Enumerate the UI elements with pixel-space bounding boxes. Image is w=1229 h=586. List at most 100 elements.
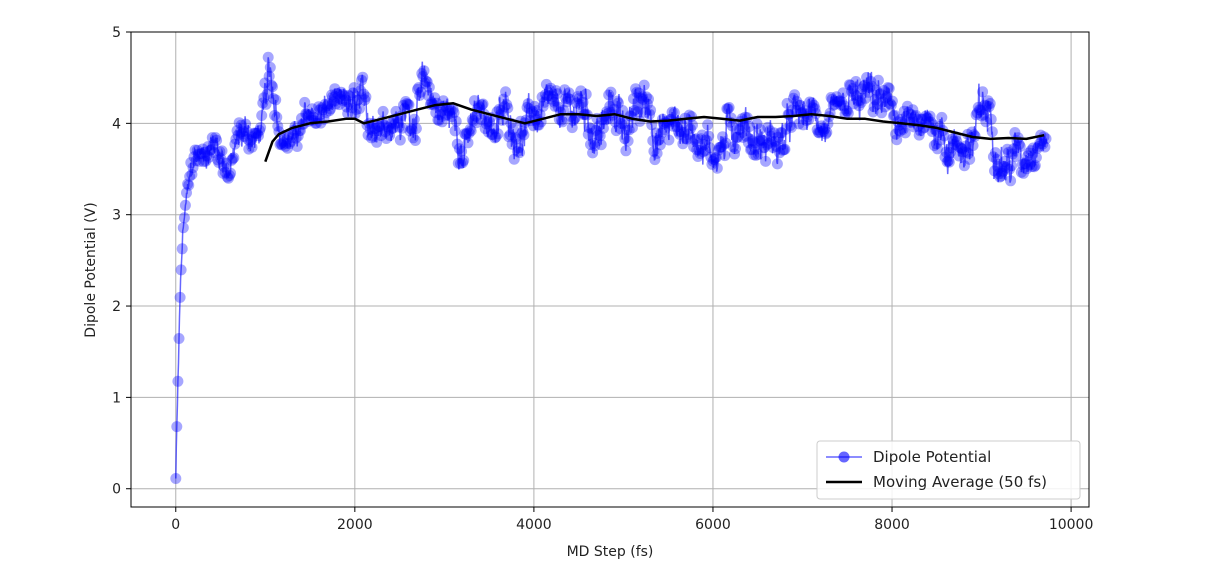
dipole-point bbox=[331, 87, 343, 99]
dipole-point bbox=[758, 142, 769, 154]
dipole-point bbox=[639, 106, 651, 118]
dipole-point bbox=[820, 128, 832, 140]
dipole-point bbox=[759, 142, 770, 153]
dipole-point bbox=[198, 156, 210, 168]
moving-average-line bbox=[264, 102, 1045, 163]
plot-frame bbox=[130, 31, 1090, 508]
dipole-point bbox=[1037, 138, 1049, 150]
dipole-point bbox=[300, 108, 312, 120]
dipole-point bbox=[849, 89, 861, 101]
dipole-point bbox=[593, 120, 605, 132]
dipole-point bbox=[504, 129, 516, 141]
y-tick-label: 1 bbox=[112, 390, 121, 406]
dipole-point bbox=[301, 108, 313, 120]
dipole-point bbox=[800, 115, 812, 126]
dipole-point bbox=[236, 128, 248, 140]
dipole-point bbox=[842, 107, 854, 119]
dipole-point bbox=[769, 135, 781, 147]
dipole-point bbox=[492, 128, 504, 140]
dipole-point bbox=[560, 93, 572, 105]
dipole-point bbox=[564, 93, 576, 105]
dipole-point bbox=[173, 333, 185, 344]
dipole-point bbox=[231, 125, 243, 137]
dipole-point bbox=[316, 102, 328, 114]
dipole-point bbox=[936, 111, 948, 123]
dipole-point bbox=[449, 125, 461, 137]
dipole-point bbox=[803, 114, 815, 126]
dipole-point bbox=[282, 142, 293, 154]
y-tick-label: 0 bbox=[112, 482, 121, 498]
dipole-point bbox=[629, 105, 640, 116]
dipole-point bbox=[903, 106, 914, 118]
dipole-point bbox=[451, 138, 463, 150]
dipole-point bbox=[580, 88, 592, 100]
dipole-point bbox=[400, 96, 412, 107]
dipole-point bbox=[342, 108, 354, 120]
dipole-point bbox=[255, 122, 267, 134]
dipole-point bbox=[840, 105, 852, 117]
dipole-point bbox=[875, 88, 887, 100]
dipole-point bbox=[471, 117, 483, 129]
dipole-point bbox=[760, 155, 772, 167]
dipole-point bbox=[216, 145, 228, 157]
dipole-point bbox=[386, 117, 398, 129]
dipole-point bbox=[253, 130, 264, 142]
dipole-point bbox=[392, 117, 404, 129]
dipole-point bbox=[975, 104, 986, 116]
dipole-point bbox=[932, 143, 943, 155]
dipole-point bbox=[583, 122, 595, 134]
dipole-point bbox=[514, 147, 526, 159]
dipole-point bbox=[499, 101, 510, 113]
dipole-point bbox=[997, 165, 1009, 177]
dipole-point bbox=[518, 129, 530, 141]
dipole-point bbox=[550, 85, 562, 97]
dipole-point bbox=[990, 147, 1001, 159]
dipole-point bbox=[1005, 175, 1017, 187]
dipole-point bbox=[506, 138, 518, 150]
dipole-point bbox=[320, 107, 332, 119]
dipole-point bbox=[549, 100, 561, 112]
dipole-point bbox=[935, 134, 947, 146]
dipole-point bbox=[199, 146, 211, 158]
dipole-point bbox=[401, 98, 413, 109]
dipole-point bbox=[982, 95, 994, 107]
dipole-point bbox=[1000, 162, 1012, 174]
dipole-point bbox=[444, 107, 456, 119]
dipole-point bbox=[442, 109, 454, 121]
dipole-point bbox=[730, 143, 741, 155]
dipole-point bbox=[856, 83, 868, 95]
dipole-point bbox=[976, 110, 988, 122]
dipole-point bbox=[633, 87, 645, 99]
dipole-point bbox=[479, 123, 491, 135]
dipole-point bbox=[404, 125, 416, 137]
dipole-point bbox=[942, 155, 954, 167]
dipole-point bbox=[238, 126, 249, 138]
dipole-point bbox=[643, 93, 654, 105]
dipole-point bbox=[998, 161, 1010, 173]
dipole-point bbox=[755, 134, 767, 146]
dipole-point bbox=[630, 83, 642, 95]
dipole-point bbox=[720, 137, 732, 149]
dipole-point bbox=[843, 79, 855, 91]
dipole-point bbox=[291, 141, 303, 152]
dipole-point bbox=[398, 99, 409, 111]
dipole-point bbox=[905, 108, 917, 120]
dipole-point bbox=[956, 143, 968, 155]
dipole-point bbox=[930, 138, 942, 150]
dipole-point bbox=[384, 130, 396, 141]
dipole-point bbox=[258, 92, 270, 104]
dipole-point bbox=[212, 154, 224, 166]
dipole-point bbox=[323, 105, 335, 117]
dipole-point bbox=[521, 101, 533, 113]
dipole-point bbox=[733, 123, 745, 135]
dipole-point bbox=[829, 95, 841, 107]
dipole-point bbox=[748, 149, 760, 161]
dipole-point bbox=[381, 121, 393, 133]
dipole-point bbox=[948, 135, 960, 147]
dipole-point bbox=[586, 123, 598, 135]
dipole-point bbox=[952, 140, 964, 152]
dipole-point bbox=[348, 82, 360, 94]
dipole-point bbox=[645, 104, 657, 116]
dipole-point bbox=[985, 113, 997, 125]
dipole-point bbox=[615, 123, 627, 135]
